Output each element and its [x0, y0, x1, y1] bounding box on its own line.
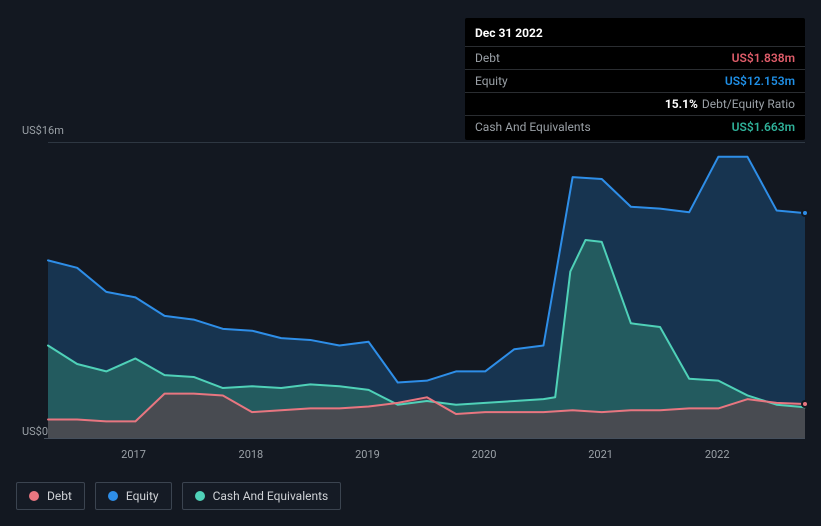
tooltip-value-ratio: 15.1% Debt/Equity Ratio	[665, 97, 795, 111]
legend-dot-icon	[195, 491, 205, 501]
xaxis-tick: 2021	[588, 448, 613, 461]
area-chart-svg	[48, 142, 805, 438]
legend-dot-icon	[108, 491, 118, 501]
tooltip-value-cash: US$1.663m	[732, 120, 795, 134]
legend-label: Equity	[126, 489, 159, 503]
xaxis: 2017 2018 2019 2020 2021 2022	[48, 448, 805, 466]
xaxis-tick: 2017	[121, 448, 146, 461]
tooltip-row-equity: Equity US$12.153m	[465, 69, 805, 92]
legend: Debt Equity Cash And Equivalents	[16, 482, 341, 510]
xaxis-tick: 2022	[705, 448, 730, 461]
tooltip-row-cash: Cash And Equivalents US$1.663m	[465, 115, 805, 138]
xaxis-tick: 2019	[355, 448, 380, 461]
tooltip-date: Dec 31 2022	[465, 24, 805, 46]
hover-dot-equity	[801, 209, 809, 217]
legend-label: Debt	[47, 489, 72, 503]
legend-item-equity[interactable]: Equity	[95, 482, 172, 510]
yaxis-bottom-label: US$0	[22, 425, 48, 438]
yaxis-top-label: US$16m	[22, 124, 64, 137]
xaxis-tick: 2018	[239, 448, 264, 461]
xaxis-tick: 2020	[472, 448, 497, 461]
tooltip-label-debt: Debt	[475, 51, 500, 65]
tooltip-row-debt: Debt US$1.838m	[465, 46, 805, 69]
tooltip-panel: Dec 31 2022 Debt US$1.838m Equity US$12.…	[465, 18, 805, 140]
legend-item-cash[interactable]: Cash And Equivalents	[182, 482, 342, 510]
baseline	[44, 438, 805, 439]
tooltip-label-cash: Cash And Equivalents	[475, 120, 591, 134]
tooltip-ratio-pct: 15.1%	[665, 97, 698, 111]
tooltip-value-debt: US$1.838m	[732, 51, 795, 65]
tooltip-value-equity: US$12.153m	[725, 74, 795, 88]
tooltip-ratio-label: Debt/Equity Ratio	[702, 97, 795, 111]
legend-item-debt[interactable]: Debt	[16, 482, 85, 510]
tooltip-row-ratio: 15.1% Debt/Equity Ratio	[465, 92, 805, 115]
legend-dot-icon	[29, 491, 39, 501]
legend-label: Cash And Equivalents	[213, 489, 329, 503]
hover-dot-debt	[801, 400, 809, 408]
tooltip-label-equity: Equity	[475, 74, 508, 88]
